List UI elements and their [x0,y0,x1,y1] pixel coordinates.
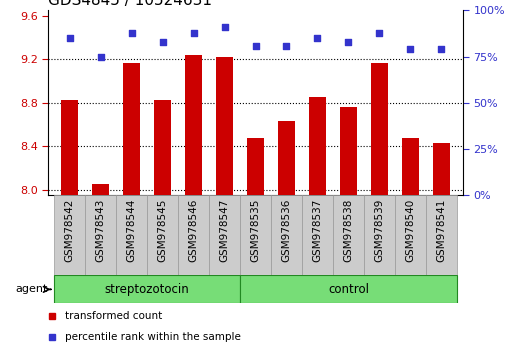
Bar [432,143,449,195]
Bar [394,195,425,275]
Text: GSM978537: GSM978537 [312,199,322,262]
Bar [85,195,116,275]
Bar [339,107,356,195]
Point [436,46,444,52]
Text: GSM978542: GSM978542 [65,199,75,262]
Point [251,43,259,48]
Point [96,54,105,59]
Text: GSM978546: GSM978546 [188,199,198,262]
Bar [185,55,201,195]
Text: transformed count: transformed count [65,311,162,321]
Point [313,35,321,41]
Point [158,39,166,45]
Point [220,24,228,30]
Bar [277,121,294,195]
Text: percentile rank within the sample: percentile rank within the sample [65,331,240,342]
Bar [332,195,363,275]
Point [66,35,74,41]
Text: GSM978545: GSM978545 [158,199,167,262]
Bar [246,138,264,195]
Text: agent: agent [15,284,47,295]
Point [406,46,414,52]
Point [127,30,135,35]
Text: GSM978538: GSM978538 [343,199,352,262]
Text: GSM978536: GSM978536 [281,199,291,262]
Bar [123,63,140,195]
Point [375,30,383,35]
Text: control: control [327,283,368,296]
Bar [216,57,233,195]
Text: GSM978547: GSM978547 [219,199,229,262]
Bar [92,184,109,195]
Bar [239,275,456,303]
Bar [54,195,85,275]
Bar [54,275,239,303]
Bar [401,138,418,195]
Text: streptozotocin: streptozotocin [105,283,189,296]
Bar [178,195,209,275]
Point [189,30,197,35]
Text: GDS4845 / 10524631: GDS4845 / 10524631 [48,0,212,8]
Bar [209,195,239,275]
Bar [116,195,147,275]
Bar [239,195,271,275]
Bar [154,99,171,195]
Text: GSM978540: GSM978540 [405,199,415,262]
Text: GSM978541: GSM978541 [435,199,445,262]
Text: GSM978535: GSM978535 [250,199,260,262]
Bar [147,195,178,275]
Bar [309,97,325,195]
Point [282,43,290,48]
Bar [370,63,387,195]
Bar [271,195,301,275]
Text: GSM978539: GSM978539 [374,199,384,262]
Text: GSM978544: GSM978544 [126,199,136,262]
Bar [425,195,456,275]
Text: GSM978543: GSM978543 [95,199,106,262]
Bar [363,195,394,275]
Point [344,39,352,45]
Bar [301,195,332,275]
Bar [61,99,78,195]
